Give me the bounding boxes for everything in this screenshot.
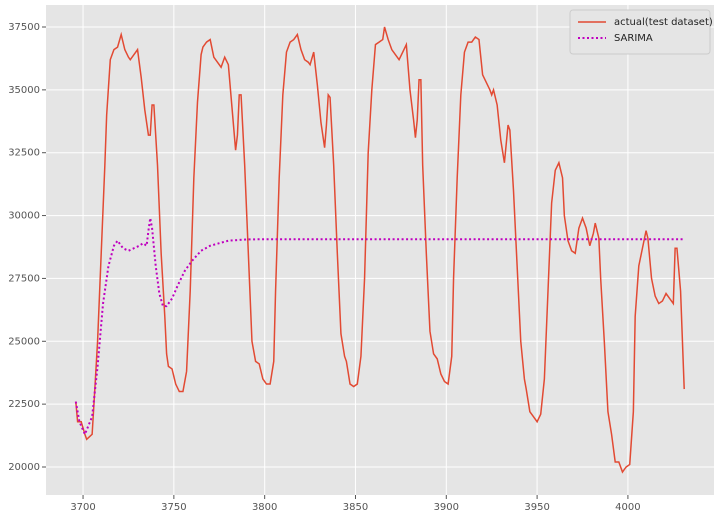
x-tick-label: 3850	[343, 502, 368, 513]
y-tick-label: 20000	[8, 462, 40, 473]
x-tick-label: 3900	[434, 502, 459, 513]
y-tick-label: 35000	[8, 85, 40, 96]
y-tick-label: 30000	[8, 211, 40, 222]
y-tick-label: 22500	[8, 399, 40, 410]
x-tick-label: 3950	[524, 502, 549, 513]
y-tick-label: 25000	[8, 336, 40, 347]
plot-area	[46, 5, 714, 495]
x-tick-label: 3750	[161, 502, 186, 513]
legend-label: actual(test dataset)	[614, 17, 713, 28]
x-tick-label: 3700	[70, 502, 95, 513]
y-tick-label: 27500	[8, 273, 40, 284]
y-tick-label: 37500	[8, 22, 40, 33]
y-tick-label: 32500	[8, 148, 40, 159]
legend-box	[569, 9, 711, 55]
x-tick-label: 3800	[252, 502, 277, 513]
legend-label: SARIMA	[614, 33, 653, 44]
x-tick-label: 4000	[615, 502, 640, 513]
series-line	[75, 26, 685, 474]
